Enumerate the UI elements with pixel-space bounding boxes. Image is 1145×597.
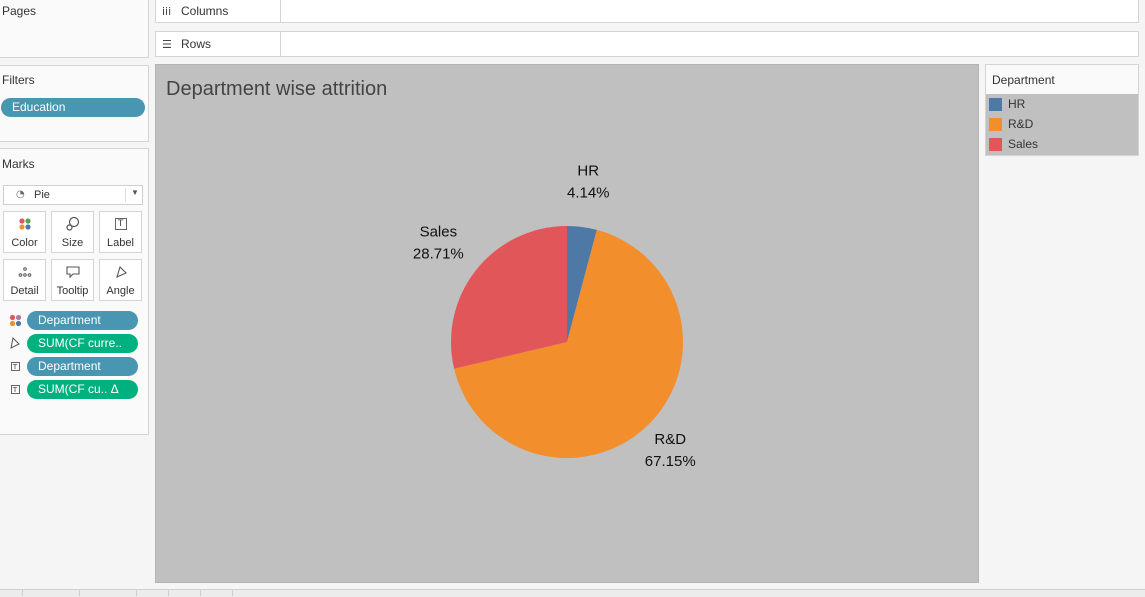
legend-label-sales: Sales (1008, 137, 1039, 151)
rows-shelf[interactable]: ☰ Rows (155, 31, 1139, 57)
color-dots-icon (18, 215, 32, 233)
department-legend: Department HR R&D Sales (985, 64, 1139, 156)
mark-type-label: Pie (34, 189, 50, 201)
pages-title: Pages (2, 4, 37, 18)
dropdown-divider (125, 188, 126, 202)
angle-button-label: Angle (106, 285, 135, 297)
encoding-pill-color-department[interactable]: Department (27, 311, 138, 330)
mark-type-dropdown[interactable]: ◔ Pie ▼ (3, 185, 143, 205)
size-button[interactable]: Size (51, 211, 94, 253)
marks-title: Marks (2, 157, 35, 171)
label-icon: T (9, 383, 21, 395)
rows-label: Rows (181, 37, 212, 51)
angle-icon (9, 337, 21, 349)
detail-button[interactable]: Detail (3, 259, 46, 301)
marks-card: Marks ◔ Pie ▼ Color Size T Label Detail … (0, 148, 149, 435)
tab-separator (79, 589, 80, 596)
color-button[interactable]: Color (3, 211, 46, 253)
detail-dots-icon (18, 263, 32, 281)
legend-swatch-hr (989, 97, 1002, 111)
columns-icon: iii (162, 4, 172, 18)
view-area[interactable]: Department wise attrition HR 4.14% R&D 67.1… (155, 64, 979, 583)
tab-separator (232, 589, 233, 596)
legend-swatch-sales (989, 137, 1002, 151)
legend-body: HR R&D Sales (986, 94, 1138, 155)
size-icon (65, 215, 81, 233)
legend-item-sales[interactable]: Sales (989, 135, 1038, 153)
chart-title: Department wise attrition (166, 78, 388, 100)
encoding-pill-angle-measure[interactable]: SUM(CF curre.. (27, 334, 138, 353)
angle-button[interactable]: Angle (99, 259, 142, 301)
pages-card: Pages (0, 0, 149, 58)
tab-separator (136, 589, 137, 596)
tooltip-button[interactable]: Tooltip (51, 259, 94, 301)
pie-mark-icon: ◔ (16, 189, 25, 200)
label-icon: T (9, 360, 21, 372)
tooltip-button-label: Tooltip (56, 285, 89, 297)
pie-chart[interactable]: HR 4.14% R&D 67.15% Sales 28.71% (156, 65, 978, 582)
pie-slice-hr[interactable] (567, 226, 597, 342)
legend-item-hr[interactable]: HR (989, 95, 1025, 113)
columns-shelf-label: iii Columns (156, 0, 281, 22)
rows-icon: ☰ (162, 37, 172, 51)
filters-card: Filters Education (0, 65, 149, 142)
label-icon: T (114, 215, 127, 233)
label-button-label: Label (107, 237, 134, 249)
pie-label-value-sales: 28.71% (413, 245, 464, 262)
pie-label-value-rd: 67.15% (645, 453, 696, 470)
pie-slice-rd[interactable] (454, 229, 683, 458)
tab-separator (168, 589, 169, 596)
color-dots-icon (9, 314, 21, 326)
tooltip-icon (65, 263, 81, 281)
angle-icon (114, 263, 128, 281)
encoding-pill-label-measure[interactable]: SUM(CF cu.. Δ (27, 380, 138, 399)
chevron-down-icon: ▼ (131, 188, 139, 197)
filter-pill-education[interactable]: Education (1, 98, 145, 117)
pie-label-value-hr: 4.14% (567, 184, 610, 201)
detail-button-label: Detail (10, 285, 39, 297)
pie-label-category-hr: HR (577, 162, 599, 179)
filters-title: Filters (2, 73, 35, 87)
tab-separator (200, 589, 201, 596)
columns-shelf[interactable]: iii Columns (155, 0, 1139, 23)
pie-label-category-rd: R&D (654, 431, 686, 448)
legend-title: Department (992, 73, 1055, 87)
legend-item-rd[interactable]: R&D (989, 115, 1033, 133)
legend-label-rd: R&D (1008, 117, 1034, 131)
tab-separator (22, 589, 23, 596)
encoding-pill-label-department[interactable]: Department (27, 357, 138, 376)
legend-swatch-rd (989, 117, 1002, 131)
columns-label: Columns (181, 4, 229, 18)
legend-label-hr: HR (1008, 97, 1026, 111)
pie-slice-sales[interactable] (451, 226, 567, 369)
rows-shelf-label: ☰ Rows (156, 32, 281, 56)
label-button[interactable]: T Label (99, 211, 142, 253)
color-button-label: Color (11, 237, 38, 249)
pie-label-category-sales: Sales (420, 223, 458, 240)
sheet-tab-bar[interactable] (0, 589, 1145, 597)
size-button-label: Size (61, 237, 84, 249)
